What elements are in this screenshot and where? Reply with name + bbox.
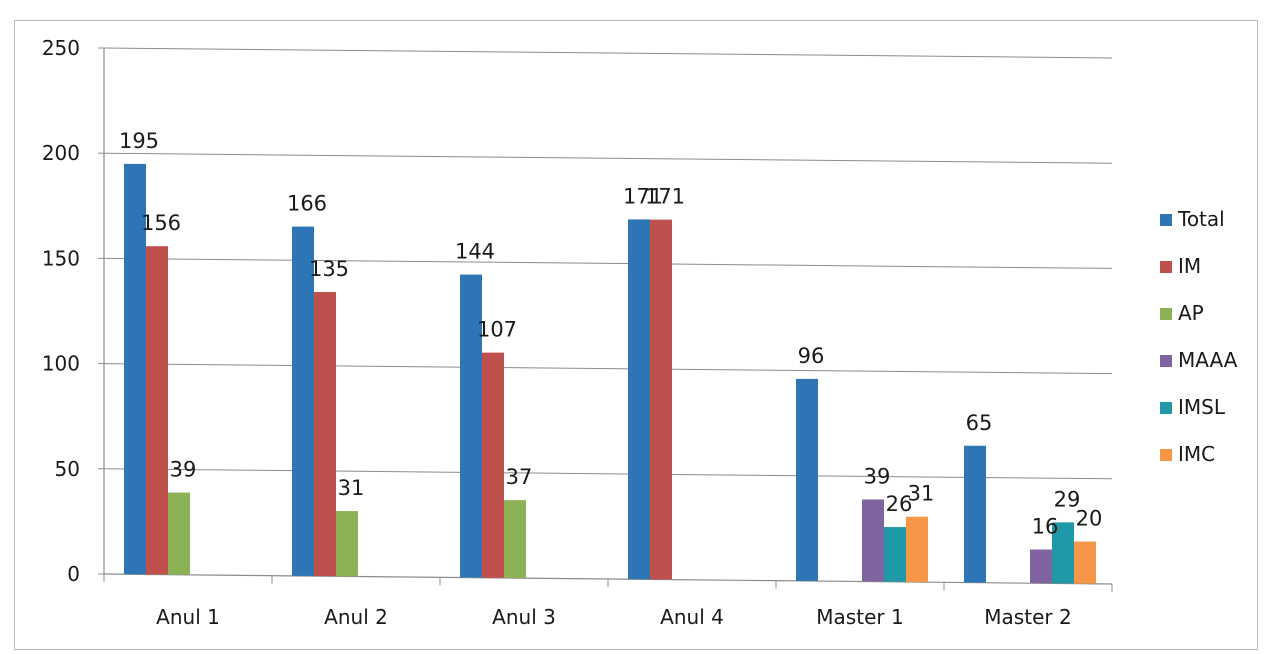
bar-ap-anul-1: [168, 492, 190, 575]
bar-im-anul-1: [146, 246, 168, 575]
legend-label: IMC: [1178, 442, 1215, 466]
bar-imc-master-2: [1074, 541, 1096, 584]
data-label: 26: [886, 492, 913, 516]
data-label: 156: [141, 211, 181, 235]
legend-label: Total: [1177, 207, 1225, 231]
legend-swatch: [1160, 214, 1172, 226]
data-label: 171: [623, 184, 663, 208]
bar-total-anul-1: [124, 163, 146, 575]
x-tick-label: Master 2: [984, 605, 1071, 629]
axes: 0 50 100 150 200 250 Anul 1 Anul 2 Anul 3 Anul 4 M…: [42, 36, 1113, 629]
x-tick-label: Master 1: [816, 605, 903, 629]
y-tick-label: 250: [42, 36, 80, 60]
data-label: 65: [966, 411, 993, 435]
bar-im-anul-4: [650, 219, 672, 580]
legend-swatch: [1160, 402, 1172, 414]
legend-swatch: [1160, 449, 1172, 461]
y-tick-label: 200: [42, 141, 80, 165]
legend-swatch: [1160, 308, 1172, 320]
gridline: [103, 363, 1113, 375]
bar-ap-anul-3: [504, 500, 526, 578]
data-label: 37: [506, 465, 533, 489]
data-label: 144: [455, 240, 495, 264]
data-label: 107: [477, 318, 517, 342]
x-tick-label: Anul 1: [156, 605, 220, 629]
data-label: 16: [1032, 515, 1059, 539]
bar-im-anul-3: [482, 352, 504, 578]
legend-swatch: [1160, 261, 1172, 273]
gridline: [103, 152, 1113, 164]
y-tick-label: 0: [67, 562, 80, 586]
legend-label: IM: [1178, 254, 1201, 278]
bar-total-master-2: [964, 445, 986, 583]
gridline: [103, 47, 1113, 59]
bar-total-anul-2: [292, 226, 314, 576]
x-tick-label: Anul 4: [660, 605, 724, 629]
data-label: 31: [338, 476, 365, 500]
data-label: 31: [908, 482, 935, 506]
x-tick-label: Anul 3: [492, 605, 556, 629]
bar-total-master-1: [796, 378, 818, 581]
data-label: 96: [798, 344, 825, 368]
bar-ap-anul-2: [336, 511, 358, 577]
data-label: 39: [864, 464, 891, 488]
bar-maaa-master-1: [862, 499, 884, 582]
bar-total-anul-4: [628, 219, 650, 580]
data-label: 166: [287, 192, 327, 216]
legend-label: MAAA: [1178, 348, 1238, 372]
legend: Total IM AP MAAA IMSL IMC: [1160, 207, 1238, 466]
legend-swatch: [1160, 355, 1172, 367]
legend-label: AP: [1178, 301, 1204, 325]
gridline: [103, 468, 1113, 480]
data-label: 171: [645, 185, 685, 209]
data-label: 20: [1076, 507, 1103, 531]
bar-imsl-master-2: [1052, 522, 1074, 584]
data-labels: 1951563916613531144107371711719639263165…: [119, 129, 1102, 539]
bar-imsl-master-1: [884, 527, 906, 582]
bar-im-anul-2: [314, 292, 336, 577]
gridline: [103, 257, 1113, 269]
bar-imc-master-1: [906, 516, 928, 582]
bars: [124, 163, 1096, 584]
y-tick-label: 50: [55, 457, 80, 481]
legend-label: IMSL: [1178, 395, 1226, 419]
gridlines: [103, 47, 1113, 480]
data-label: 39: [170, 458, 197, 482]
data-label: 135: [309, 257, 349, 281]
bar-maaa-master-2: [1030, 549, 1052, 584]
data-label: 29: [1054, 487, 1081, 511]
x-tick-label: Anul 2: [324, 605, 388, 629]
bar-total-anul-3: [460, 274, 482, 578]
data-label: 195: [119, 129, 159, 153]
y-tick-label: 100: [42, 352, 80, 376]
y-tick-label: 150: [42, 246, 80, 270]
